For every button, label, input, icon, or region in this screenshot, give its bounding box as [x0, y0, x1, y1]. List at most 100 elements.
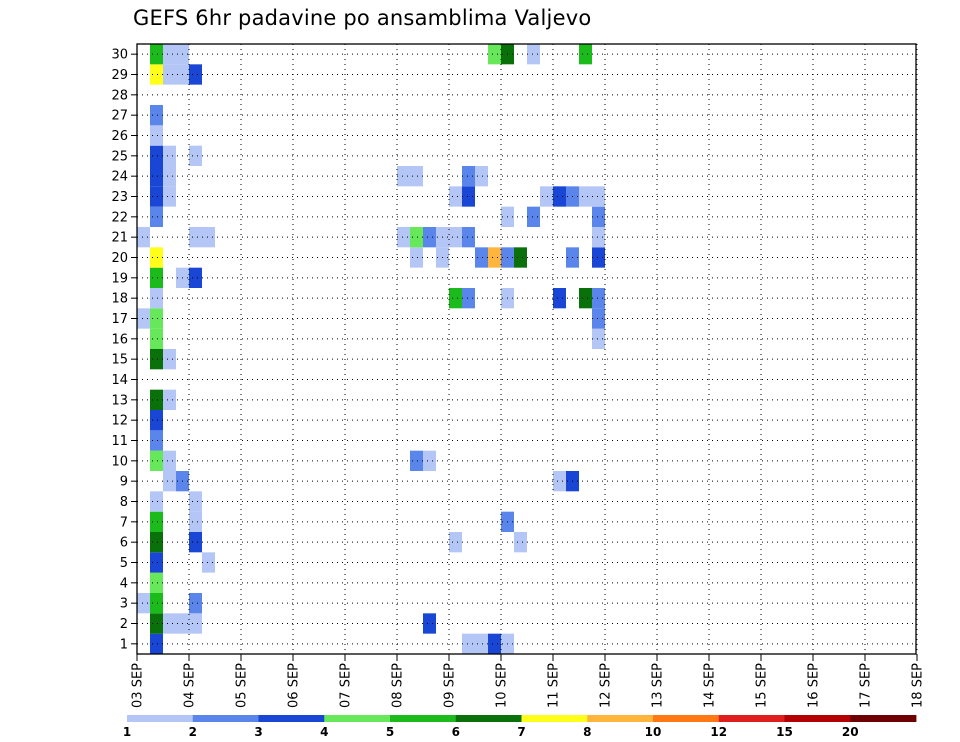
- heatmap-cell: [150, 410, 163, 431]
- legend-swatch: [521, 715, 588, 722]
- x-tick-label: 13 SEP: [651, 663, 666, 708]
- legend-label: 10: [645, 725, 662, 739]
- y-tick-label: 21: [111, 231, 128, 246]
- heatmap-cell: [488, 44, 501, 65]
- x-tick-label: 09 SEP: [443, 663, 458, 708]
- heatmap-cell: [163, 349, 176, 370]
- heatmap-cell: [150, 186, 163, 207]
- heatmap-cell: [150, 145, 163, 166]
- heatmap-cell: [592, 186, 605, 207]
- heatmap-cell: [579, 288, 592, 309]
- heatmap-cell: [397, 227, 410, 248]
- heatmap-cell: [462, 166, 475, 187]
- y-tick-label: 5: [120, 556, 128, 571]
- heatmap-cell: [423, 450, 436, 471]
- heatmap-cell: [163, 186, 176, 207]
- heatmap-cell: [592, 206, 605, 227]
- y-tick-label: 24: [111, 170, 128, 185]
- heatmap-cell: [475, 166, 488, 187]
- legend-swatch: [718, 715, 785, 722]
- legend-swatch: [324, 715, 391, 722]
- heatmap-cell: [540, 186, 553, 207]
- legend-swatch: [455, 715, 522, 722]
- y-tick-label: 28: [111, 88, 128, 103]
- heatmap-cell: [150, 125, 163, 146]
- heatmap-cell: [514, 247, 527, 268]
- heatmap-cell: [150, 572, 163, 593]
- heatmap-cell: [488, 247, 501, 268]
- heatmap-cell: [150, 44, 163, 65]
- heatmap-cell: [150, 491, 163, 512]
- color-legend: 1 2 3 4 5 6 7 8 10 12 15 20: [123, 715, 917, 739]
- heatmap-cell: [488, 633, 501, 654]
- legend-swatch: [653, 715, 720, 722]
- heatmap-cell: [449, 186, 462, 207]
- heatmap-cell: [150, 389, 163, 410]
- y-tick-label: 19: [111, 271, 128, 286]
- x-tick-label: 18 SEP: [911, 663, 926, 708]
- heatmap-cell: [553, 471, 566, 492]
- heatmap-cell: [150, 105, 163, 126]
- heatmap-cell: [163, 145, 176, 166]
- y-tick-label: 30: [111, 48, 128, 63]
- grid-lines: [137, 44, 918, 654]
- x-tick-label: 14 SEP: [703, 663, 718, 708]
- legend-label: 1: [123, 725, 131, 739]
- heatmap-cell: [150, 206, 163, 227]
- y-tick-label: 10: [111, 454, 128, 469]
- heatmap-cell: [150, 633, 163, 654]
- heatmap-cell: [579, 186, 592, 207]
- legend-swatch: [192, 715, 259, 722]
- heatmap-cell: [410, 166, 423, 187]
- heatmap-cell: [189, 511, 202, 532]
- heatmap-cell: [150, 349, 163, 370]
- y-tick-label: 14: [111, 373, 128, 388]
- heatmap-cell: [189, 532, 202, 553]
- heatmap-cell: [189, 593, 202, 614]
- heatmap-cell: [397, 166, 410, 187]
- heatmap-cell: [163, 44, 176, 65]
- heatmap-cell: [137, 227, 150, 248]
- heatmap-cells: [137, 44, 605, 654]
- plot-frame: [136, 43, 917, 655]
- y-tick-label: 26: [111, 129, 128, 144]
- heatmap-cell: [527, 206, 540, 227]
- x-tick-label: 07 SEP: [339, 663, 354, 708]
- heatmap-cell: [150, 166, 163, 187]
- x-tick-label: 16 SEP: [807, 663, 822, 708]
- heatmap-cell: [462, 186, 475, 207]
- heatmap-cell: [150, 430, 163, 451]
- heatmap-cell: [462, 227, 475, 248]
- y-tick-label: 1: [120, 637, 128, 652]
- legend-swatch: [587, 715, 654, 722]
- heatmap-cell: [514, 532, 527, 553]
- x-tick-label: 06 SEP: [287, 663, 302, 708]
- heatmap-cell: [592, 308, 605, 329]
- heatmap-cell: [475, 247, 488, 268]
- heatmap-cell: [137, 308, 150, 329]
- y-tick-label: 4: [120, 576, 128, 591]
- heatmap-cell: [553, 186, 566, 207]
- legend-swatch: [784, 715, 851, 722]
- heatmap-cell: [462, 288, 475, 309]
- x-tick-label: 11 SEP: [547, 663, 562, 708]
- x-tick-label: 04 SEP: [183, 663, 198, 708]
- x-tick-label: 12 SEP: [599, 663, 614, 708]
- y-tick-label: 9: [120, 475, 128, 490]
- y-tick-label: 22: [111, 210, 128, 225]
- x-tick-label: 17 SEP: [859, 663, 874, 708]
- y-tick-label: 8: [120, 495, 128, 510]
- legend-label: 2: [189, 725, 197, 739]
- y-tick-label: 11: [111, 434, 128, 449]
- heatmap-cell: [137, 593, 150, 614]
- heatmap-cell: [202, 552, 215, 573]
- x-axis-ticks: 03 SEP 04 SEP 05 SEP 06 SEP 07 SEP 08 SEP 09 S…: [131, 654, 926, 708]
- y-tick-label: 17: [111, 312, 128, 327]
- legend-swatch: [258, 715, 325, 722]
- heatmap-cell: [150, 613, 163, 634]
- y-tick-label: 25: [111, 149, 128, 164]
- heatmap-cell: [592, 227, 605, 248]
- heatmap-cell: [163, 166, 176, 187]
- heatmap-cell: [592, 328, 605, 349]
